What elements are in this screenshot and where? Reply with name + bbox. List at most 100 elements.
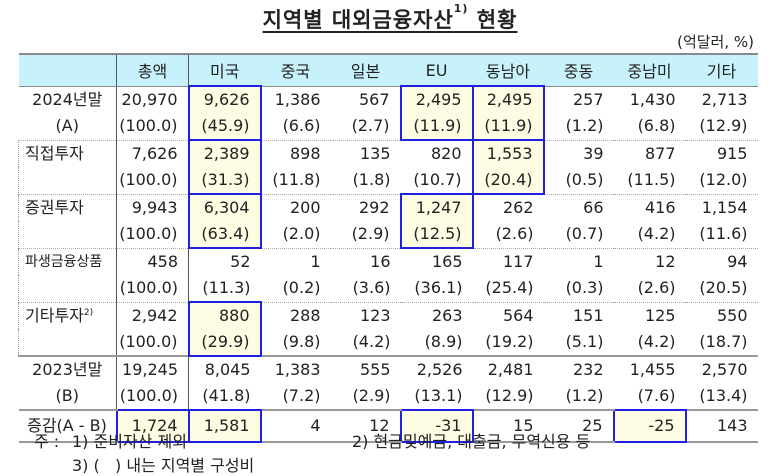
cell: 39 [543,139,614,167]
cell: (100.0) [116,167,189,194]
cell: 1,455 [613,355,686,383]
unit-label: (억달러, %) [677,33,754,51]
cell-highlighted: (31.3) [187,167,262,195]
cell: 2,481 [472,355,544,383]
footnote-prefix: 주 : [34,432,60,451]
cell: 12 [613,247,686,275]
cell-highlighted: 880 [187,301,262,329]
header-other: 기타 [685,53,758,87]
row-label-sub: (B) [18,383,117,410]
cell: (11.6) [699,224,748,244]
cell-highlighted: 9,626 [187,85,262,113]
cell: 915 [685,139,758,167]
title-text: 지역별 대외금융자산 [262,8,454,32]
cell-highlighted: 2,495 [399,85,473,113]
table-row: 기타투자2) 2,942 880 288 123 263 564 151 125… [18,301,758,329]
cell: 877 [613,139,686,167]
header-total: 총액 [116,53,189,87]
cell-highlighted: (63.4) [187,221,262,249]
cell: (13.1) [414,386,463,405]
cell: 9,943 [116,193,189,221]
header-japan: 일본 [330,53,401,87]
title-footnote-mark: 1) [453,2,469,15]
cell: 1,383 [260,355,331,383]
cell: 135 [330,139,401,167]
row-label: 증감(A - B) [18,409,117,443]
cell-highlighted: (20.4) [471,167,545,195]
cell: (25.4) [485,278,534,298]
footnote-1: 1) 준비자산 제외 [72,432,187,451]
cell: 1 [543,247,614,275]
cell: (41.8) [202,386,251,405]
table-row: 2024년말 20,970 9,626 1,386 567 2,495 2,49… [18,85,758,113]
cell: (2.6) [495,224,534,244]
cell: (2.7) [351,116,390,136]
table-row: 2023년말 19,245 8,045 1,383 555 2,526 2,48… [18,355,758,383]
header-latin-america: 중남미 [613,53,686,87]
cell-highlighted: 1,581 [187,409,262,443]
cell: (3.6) [352,278,391,298]
table-row-share: (100.0) (63.4) (2.0) (2.9) (12.5) (2.6) … [18,221,758,249]
cell: (19.2) [485,332,534,351]
cell: (8.9) [424,332,463,351]
cell: (0.2) [282,278,321,298]
cell: 1 [260,247,331,275]
cell: 292 [330,193,401,221]
cell: (6.6) [282,116,321,136]
row-label-empty [18,329,117,356]
row-label-sub: (A) [18,113,117,140]
cell: (12.9) [699,116,748,136]
cell: 19,245 [116,355,189,383]
cell: (4.2) [352,332,391,351]
cell: (7.6) [637,386,676,405]
cell: 2,713 [701,89,748,109]
cell: 200 [260,193,331,221]
cell: 550 [685,301,758,329]
cell: (36.1) [414,278,463,298]
cell: (100.0) [116,221,189,248]
page-title: 지역별 대외금융자산1) 현황 [0,2,780,34]
cell: 898 [260,139,331,167]
header-usa: 미국 [188,53,261,87]
header-china: 중국 [260,53,331,87]
row-label: 2023년말 [18,355,117,383]
cell: (1.8) [352,170,391,190]
cell: 143 [685,409,758,443]
cell: (2.0) [282,224,321,244]
cell: 16 [330,247,401,275]
cell-highlighted: (29.9) [187,329,262,357]
cell: 820 [400,139,473,167]
cell: (5.1) [565,332,604,351]
table-row: 증권투자 9,943 6,304 200 292 1,247 262 66 41… [18,193,758,221]
cell-highlighted: -25 [612,409,687,443]
cell: 416 [613,193,686,221]
cell: 263 [400,301,473,329]
header-southeast-asia: 동남아 [472,53,544,87]
cell: 1,430 [629,89,676,109]
cell: 1,386 [274,89,321,109]
cell: 567 [358,89,390,109]
cell: (11.8) [272,170,321,190]
cell: 458 [116,247,189,275]
row-label-empty [18,221,117,248]
cell: 117 [472,247,544,275]
cell: 257 [572,89,604,109]
cell: 125 [613,301,686,329]
cell: (13.4) [699,386,748,405]
cell: 262 [472,193,544,221]
cell: (2.6) [637,278,676,298]
row-label: 파생금융상품 [18,247,117,275]
cell: 20,970 [116,86,189,113]
cell: (1.2) [565,116,604,136]
footnote-2: 2) 현금및예금, 대출금, 무역신용 등 [352,432,591,451]
row-label-text: 기타투자 [25,305,84,325]
cell: (18.7) [699,332,748,351]
cell: (100.0) [116,383,189,410]
cell-highlighted: (11.9) [471,113,545,141]
cell: 7,626 [116,139,189,167]
cell-highlighted: 2,495 [471,85,545,113]
cell: 2,526 [400,355,473,383]
cell-highlighted: 2,389 [187,139,262,167]
cell: (12.0) [699,170,748,190]
header-row: 총액 미국 중국 일본 EU 동남아 중동 중남미 기타 [18,53,758,87]
